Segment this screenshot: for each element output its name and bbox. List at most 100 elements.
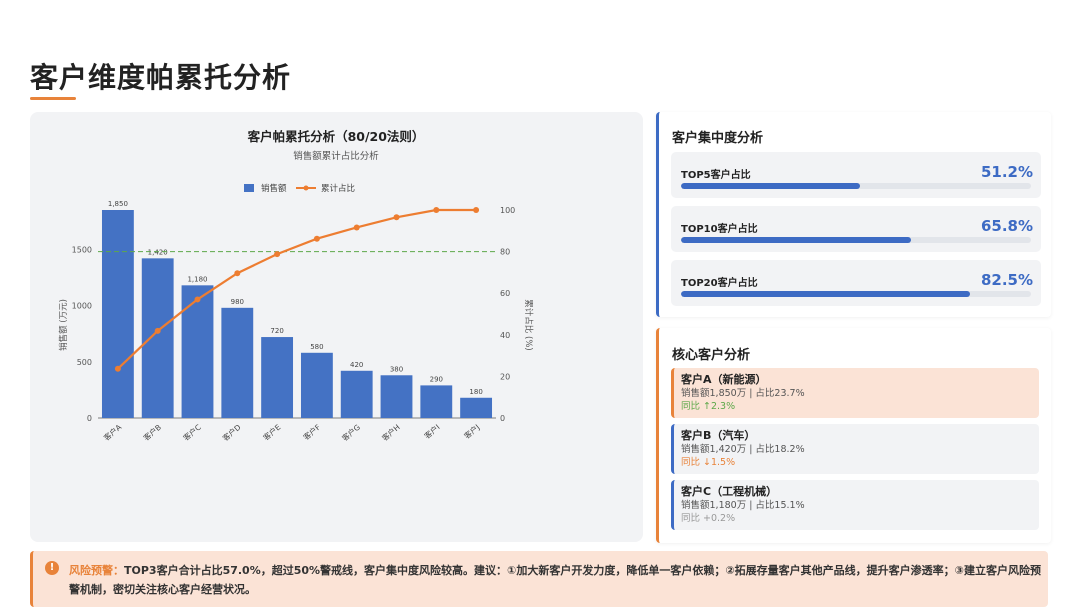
legend-label-cumulative: 累计占比 [321,183,355,194]
bar-data-label: 1,180 [187,275,207,283]
metric-label: TOP20客户占比 [681,278,758,289]
bar-9 [420,385,453,418]
metric-top10: TOP10客户占比 65.8% [671,206,1041,252]
alert-label: 风险预警： [69,564,124,577]
customer-card-b[interactable]: 客户B（汽车） 销售额1,420万 | 占比18.2% 同比 ↓1.5% [671,424,1039,474]
y-tick-label-right: 100 [500,206,515,215]
progress-track [681,291,1031,297]
y-axis-title-right: 累计占比 (%) [523,299,534,350]
metric-value: 82.5% [980,271,1033,289]
bar-2 [141,258,174,418]
customer-name: 客户B（汽车） [681,429,756,442]
bar-data-label: 580 [310,343,323,351]
cumulative-line [117,208,477,370]
customer-name: 客户C（工程机械） [681,485,778,498]
metric-top5: TOP5客户占比 51.2% [671,152,1041,198]
cumulative-point-9 [433,207,440,213]
bar-8 [380,375,413,418]
bar-data-label: 420 [350,361,363,369]
y-tick-label-right: 60 [500,289,510,298]
y-tick-label-right: 80 [500,248,510,257]
x-tick-label: 客户C [181,422,203,443]
bar-data-label: 720 [270,327,283,335]
bar-5 [261,337,294,418]
chart-title: 客户帕累托分析（80/20法则） [247,129,425,144]
metric-label: TOP10客户占比 [681,224,758,235]
x-tick-label: 客户A [101,421,124,442]
y-tick-label-left: 0 [87,414,92,423]
page-title: 客户维度帕累托分析 [30,61,292,94]
customer-card-a[interactable]: 客户A（新能源） 销售额1,850万 | 占比23.7% 同比 ↑2.3% [671,368,1039,418]
chart-legend: 销售额 累计占比 [244,183,355,194]
bar-data-label: 290 [430,375,443,383]
concentration-panel: 客户集中度分析 TOP5客户占比 51.2% TOP10客户占比 65.8% T… [656,112,1051,317]
x-tick-label: 客户G [340,422,363,443]
chart-subtitle: 销售额累计占比分析 [293,150,379,162]
core-customers-panel: 核心客户分析 客户A（新能源） 销售额1,850万 | 占比23.7% 同比 ↑… [656,328,1051,543]
y-tick-label-left: 1000 [72,302,92,311]
bar-series-sales: 1,850 1,420 1,180 980 720 580 420 380 290 180 [101,200,493,418]
customer-yoy: 同比 ↓1.5% [681,457,736,468]
y-tick-label-right: 20 [500,372,510,381]
core-customers-title: 核心客户分析 [672,348,751,363]
customer-detail: 销售额1,420万 | 占比18.2% [681,444,805,455]
cumulative-point-6 [313,235,320,242]
x-tick-label: 客户I [422,422,442,441]
pareto-chart-card: 客户帕累托分析（80/20法则） 销售额累计占比分析 销售额 累计占比 销售额 … [30,112,643,542]
customer-name: 客户A（新能源） [681,373,767,386]
customer-detail: 销售额1,180万 | 占比15.1% [681,500,805,511]
x-tick-label: 客户H [380,422,402,443]
metric-value: 65.8% [980,217,1033,235]
customer-yoy: 同比 ↑2.3% [681,401,736,412]
title-underline [30,97,76,100]
legend-swatch-sales [244,184,254,192]
bar-4 [221,307,254,418]
progress-fill [681,291,970,297]
bar-data-label: 1,420 [148,248,168,256]
x-tick-label: 客户B [141,422,163,443]
customer-yoy: 同比 +0.2% [681,513,736,524]
alert-message: TOP3客户合计占比57.0%，超过50%警戒线，客户集中度风险较高。建议：①加… [69,564,1041,596]
bar-data-label: 980 [231,298,244,306]
bar-1 [101,210,134,418]
metric-value: 51.2% [980,163,1033,181]
bar-3 [181,285,214,418]
x-tick-label: 客户D [220,422,243,443]
x-tick-label: 客户F [301,422,322,442]
bar-data-label: 380 [390,365,403,373]
y-axis-left: 0 500 1000 1500 [72,245,92,423]
x-tick-label: 客户J [462,422,482,441]
y-tick-label-right: 0 [500,414,505,423]
cumulative-point-1 [114,365,121,372]
bar-10 [460,397,493,418]
y-tick-label-left: 1500 [72,245,92,254]
legend-label-sales: 销售额 [261,183,287,194]
cumulative-point-3 [194,296,201,303]
metric-top20: TOP20客户占比 82.5% [671,260,1041,306]
cumulative-point-10 [473,207,480,213]
metric-label: TOP5客户占比 [681,170,751,181]
progress-track [681,237,1031,243]
cumulative-point-7 [353,224,360,231]
bar-6 [300,352,333,418]
progress-track [681,183,1031,189]
customer-card-c[interactable]: 客户C（工程机械） 销售额1,180万 | 占比15.1% 同比 +0.2% [671,480,1039,530]
y-tick-label-right: 40 [500,331,510,340]
bar-data-label: 180 [469,388,482,396]
risk-alert-banner: ! 风险预警：TOP3客户合计占比57.0%，超过50%警戒线，客户集中度风险较… [30,551,1048,607]
x-axis-labels: 客户A 客户B 客户C 客户D 客户E 客户F 客户G 客户H 客户I 客户J [101,421,481,443]
bar-7 [340,370,373,418]
line-series-cumulative [114,207,480,372]
y-axis-right: 0 20 40 60 80 100 [500,206,515,423]
alert-text: 风险预警：TOP3客户合计占比57.0%，超过50%警戒线，客户集中度风险较高。… [69,561,1049,599]
x-tick-label: 客户E [261,422,283,443]
y-axis-title-left: 销售额 (万元) [58,299,69,351]
legend-marker-cumulative [303,185,309,191]
bar-data-label: 1,850 [108,200,128,208]
customer-detail: 销售额1,850万 | 占比23.7% [681,388,805,399]
cumulative-point-5 [274,251,281,258]
cumulative-point-2 [154,327,161,334]
cumulative-point-8 [393,214,400,221]
pareto-chart: 客户帕累托分析（80/20法则） 销售额累计占比分析 销售额 累计占比 销售额 … [58,129,534,443]
progress-fill [681,183,861,189]
